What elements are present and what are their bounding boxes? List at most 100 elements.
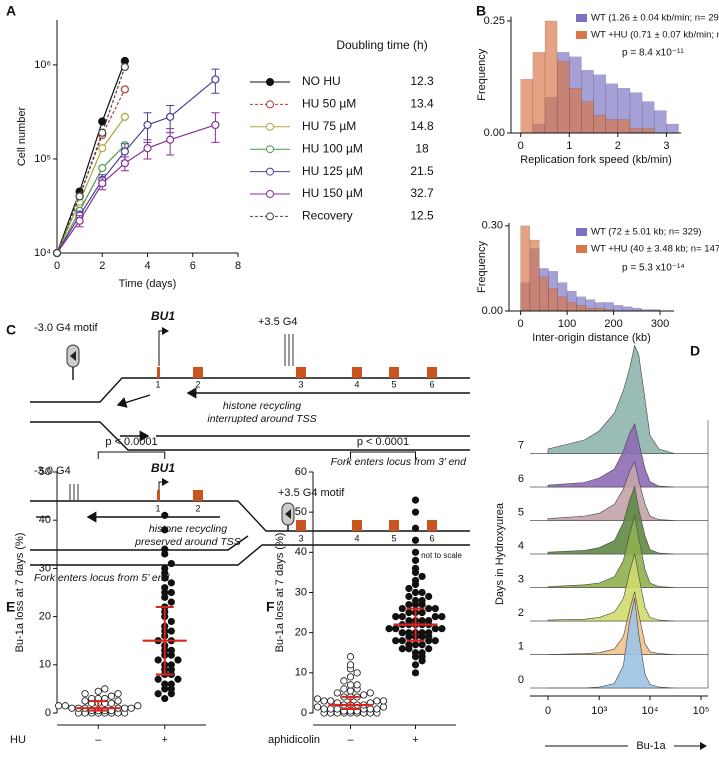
histogram-bar [557,296,568,312]
x-tick-label: 0 [545,705,551,717]
histogram-bar [529,239,540,312]
data-point [127,704,135,712]
data-point [373,705,381,713]
row-label: 1 [518,640,524,652]
data-point [425,629,433,637]
motif-label: -3.0 G4 motif [34,322,99,334]
g4-structure [69,484,79,500]
exon-number: 4 [354,379,359,389]
strand [30,421,470,451]
data-point [98,144,107,153]
data-point [75,216,84,225]
data-point [405,600,413,609]
histogram-bar [593,114,606,134]
data-point [346,661,355,669]
data-point [346,673,355,681]
data-point [167,579,175,587]
data-point [405,584,413,593]
exon [296,520,306,531]
data-point [418,572,426,581]
data-point [143,120,152,130]
y-tick-label: 60 [295,466,307,478]
data-point [405,641,413,649]
x-tick-label: 0 [518,318,524,330]
y-tick-label: 10 [39,659,51,671]
histogram-bar [544,20,558,134]
data-point [98,163,107,173]
x-tick-label: 8 [235,260,241,272]
data-point [107,699,116,707]
histogram-bar [581,101,594,134]
data-point [425,617,433,625]
x-tick-label: + [162,734,168,746]
data-point [167,598,175,606]
exon-number: 2 [195,379,200,389]
data-point [320,705,328,713]
data-point [211,75,220,84]
row-label: 3 [518,573,524,585]
legend-title: Doubling time (h) [336,38,427,52]
legend-swatch [576,14,587,22]
histogram-bar [654,110,667,134]
y-axis-label: Frequency [476,48,488,100]
data-point [438,612,446,621]
note: interrupted around TSS [207,413,316,425]
exon-number: 1 [155,503,160,513]
data-point [405,617,413,625]
data-point [167,646,175,654]
data-point [398,637,406,645]
annotation: p = 8.4 x10⁻¹¹ [622,48,684,59]
data-point [75,192,84,201]
data-point [81,690,89,698]
data-point [411,596,420,605]
data-point [121,704,129,712]
legend-label: WT +HU (40 ± 3.48 kb; n= 147) [591,244,719,255]
legend-label: HU 50 µM [302,97,356,111]
data-point [418,617,426,625]
y-tick-label: 10⁶ [34,59,51,71]
data-point [346,653,355,661]
exon-number: 3 [298,533,303,543]
row-label: 2 [518,607,524,619]
data-point [411,661,420,669]
exon [157,367,160,378]
data-point [161,511,169,519]
data-point [154,690,162,698]
series-line [56,116,126,254]
row-label: 4 [518,540,524,552]
exon-number: 6 [429,533,434,543]
data-point [114,697,122,705]
data-point [411,508,420,516]
x-tick-label: 2 [99,260,105,272]
data-point [346,687,355,695]
data-point [425,645,433,653]
legend-swatch [576,31,587,39]
data-point [405,608,413,617]
doubling-time: 18 [415,141,429,155]
data-point [98,179,107,188]
exon [389,367,399,378]
data-point [94,687,102,695]
y-tick-label: 0 [301,707,307,719]
data-point [353,681,361,689]
doubling-time: 21.5 [410,164,434,178]
y-tick-label: 50 [295,506,307,518]
fork-note: Fork enters locus from 5’ end [34,572,171,584]
exon-number: 6 [429,379,434,389]
y-tick-label: 0.25 [484,15,505,27]
legend-label: WT (1.26 ± 0.04 kb/min; n= 292) [591,13,719,24]
data-point [392,612,400,621]
histogram-bar [556,61,570,134]
x-tick-label: + [412,734,418,746]
data-point [333,689,341,697]
y-axis-label: Bu-1a loss at 7 days (%) [14,533,26,653]
data-point [333,705,341,713]
data-point [161,526,169,534]
annotation: p = 5.3 x10⁻¹⁴ [622,263,685,274]
data-point [114,690,122,698]
data-point [101,685,109,693]
row-label: 5 [518,506,524,518]
doubling-time: 14.8 [410,119,434,133]
data-point [161,694,169,703]
data-point [120,62,129,72]
